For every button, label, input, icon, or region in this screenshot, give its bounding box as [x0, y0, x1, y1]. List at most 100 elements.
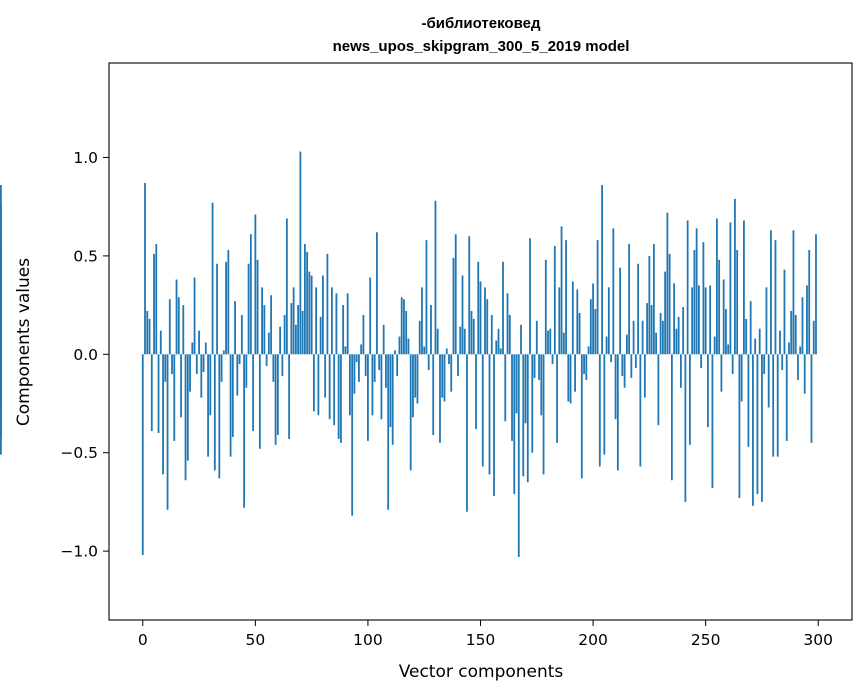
bar: [385, 354, 387, 388]
bar: [256, 259, 259, 355]
bar: [306, 251, 309, 355]
bar: [436, 328, 439, 355]
bar: [166, 354, 169, 510]
bar: [583, 354, 585, 374]
bar: [731, 354, 734, 374]
bar: [743, 220, 745, 355]
bar: [659, 312, 662, 355]
bar: [740, 354, 743, 402]
bar: [0, 350, 2, 355]
bar: [767, 354, 770, 408]
bar: [369, 277, 372, 355]
bar: [144, 183, 146, 355]
bar: [524, 354, 527, 424]
bar: [799, 346, 802, 355]
bar: [331, 287, 333, 355]
bar: [493, 354, 495, 496]
bar: [641, 320, 644, 355]
y-tick-label: 0.0: [73, 346, 98, 364]
bar: [702, 242, 705, 355]
bar: [225, 261, 227, 355]
bar: [502, 261, 504, 355]
bar: [326, 253, 329, 355]
bar: [605, 336, 608, 355]
bar: [430, 305, 432, 355]
bar: [276, 354, 279, 435]
bar: [290, 303, 293, 355]
bar: [725, 309, 727, 355]
x-axis-ticks: 0 50 100 150 200 250 300: [138, 620, 833, 649]
bar: [785, 354, 788, 441]
bar: [511, 354, 513, 441]
bar: [752, 354, 754, 506]
bar: [252, 354, 254, 432]
bar: [709, 285, 712, 355]
bar: [738, 354, 741, 498]
bar: [504, 354, 507, 422]
bar: [628, 244, 630, 355]
bar: [576, 289, 579, 355]
bar: [632, 320, 635, 355]
bar: [376, 232, 378, 355]
bar: [265, 354, 268, 367]
bar: [526, 354, 529, 483]
bar: [716, 218, 718, 355]
chart-title-line1: -библиотековед: [422, 15, 541, 32]
bar: [722, 279, 725, 355]
bar: [508, 314, 511, 355]
bar: [303, 244, 306, 355]
bar: [362, 314, 365, 355]
bar: [745, 318, 748, 355]
bar: [549, 328, 552, 355]
bar: [317, 354, 320, 416]
bar: [490, 314, 493, 355]
bar: [382, 324, 385, 355]
bar: [407, 338, 410, 355]
bar: [231, 354, 234, 437]
bar: [216, 263, 218, 355]
bar: [698, 285, 700, 355]
bar: [625, 334, 628, 355]
bar: [272, 354, 275, 382]
bar: [213, 354, 216, 471]
bar: [254, 214, 257, 355]
bar: [558, 287, 561, 355]
bar: [204, 342, 207, 355]
x-tick-label: 0: [138, 631, 148, 649]
bar: [209, 354, 212, 416]
bar: [403, 299, 405, 355]
bar: [670, 354, 673, 481]
bar: [666, 212, 669, 355]
bar: [0, 354, 2, 388]
bar: [425, 240, 428, 355]
bar: [484, 287, 486, 355]
bar: [211, 202, 214, 355]
bar: [761, 354, 763, 502]
bar: [655, 332, 658, 355]
bar: [643, 354, 646, 398]
bar: [220, 354, 223, 382]
bar: [391, 354, 394, 445]
bar: [439, 354, 441, 443]
bar: [180, 354, 182, 418]
bar: [358, 354, 360, 382]
bar: [200, 354, 203, 398]
bar: [328, 354, 331, 420]
bar: [418, 320, 421, 355]
x-tick-label: 100: [353, 631, 383, 649]
bar: [432, 354, 435, 435]
bar: [441, 354, 444, 398]
bar: [371, 354, 374, 416]
bar: [675, 328, 678, 355]
bar: [790, 310, 793, 355]
bar: [236, 354, 239, 396]
bar: [279, 326, 282, 355]
bar: [367, 354, 369, 441]
bar: [340, 354, 342, 443]
bar: [472, 318, 475, 355]
bar: [574, 354, 576, 392]
bar: [610, 354, 612, 363]
bar: [173, 354, 176, 441]
bar: [346, 293, 349, 355]
y-tick-label: −0.5: [60, 444, 98, 462]
